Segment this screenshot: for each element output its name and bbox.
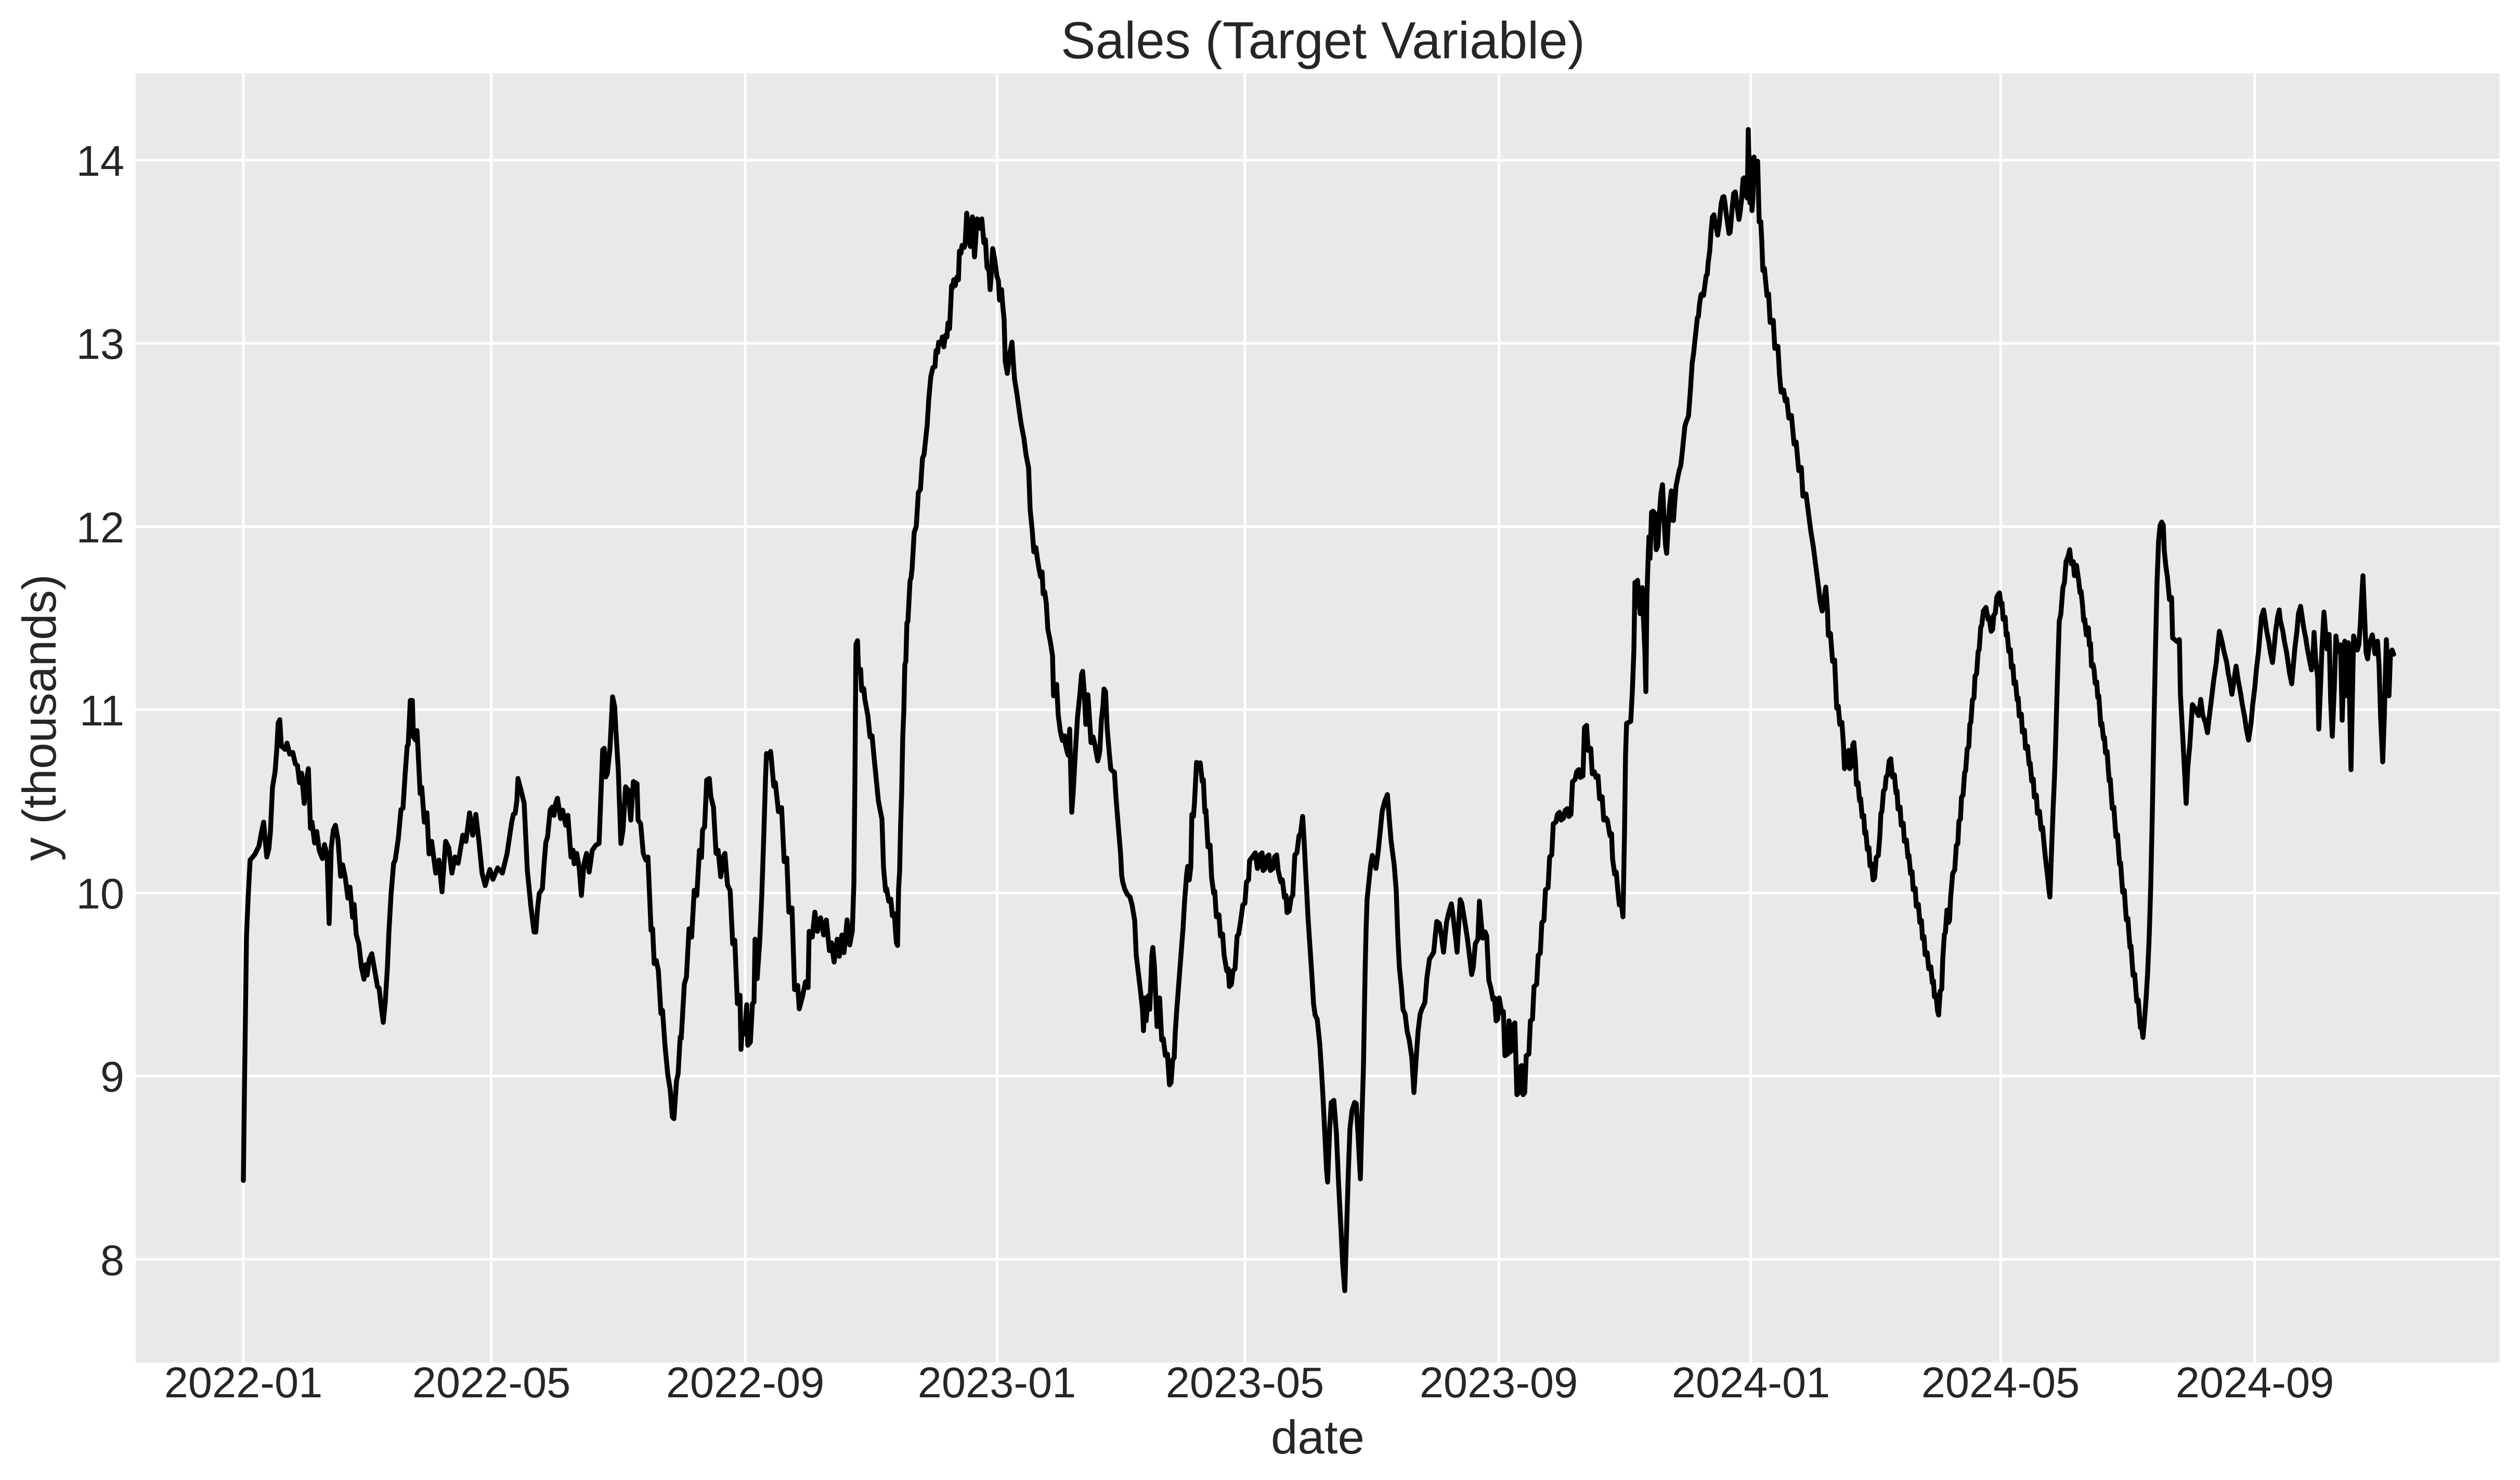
svg-text:2023-01: 2023-01 xyxy=(918,1358,1076,1407)
svg-text:11: 11 xyxy=(80,686,124,735)
svg-text:date: date xyxy=(1271,1411,1365,1464)
svg-text:2022-09: 2022-09 xyxy=(666,1358,825,1407)
svg-text:2023-05: 2023-05 xyxy=(1166,1358,1324,1407)
svg-text:2024-09: 2024-09 xyxy=(2176,1358,2334,1407)
svg-text:y (thousands): y (thousands) xyxy=(14,574,66,861)
svg-text:12: 12 xyxy=(76,503,124,552)
svg-text:9: 9 xyxy=(100,1053,124,1101)
svg-text:8: 8 xyxy=(100,1236,124,1284)
svg-text:2024-01: 2024-01 xyxy=(1672,1358,1830,1407)
svg-text:14: 14 xyxy=(76,137,124,185)
svg-text:2023-09: 2023-09 xyxy=(1420,1358,1578,1407)
svg-text:2022-05: 2022-05 xyxy=(412,1358,571,1407)
svg-text:Sales (Target Variable): Sales (Target Variable) xyxy=(1061,11,1585,70)
svg-text:2024-05: 2024-05 xyxy=(1921,1358,2080,1407)
svg-text:10: 10 xyxy=(76,869,124,918)
svg-text:13: 13 xyxy=(76,320,124,368)
svg-text:2022-01: 2022-01 xyxy=(164,1358,323,1407)
